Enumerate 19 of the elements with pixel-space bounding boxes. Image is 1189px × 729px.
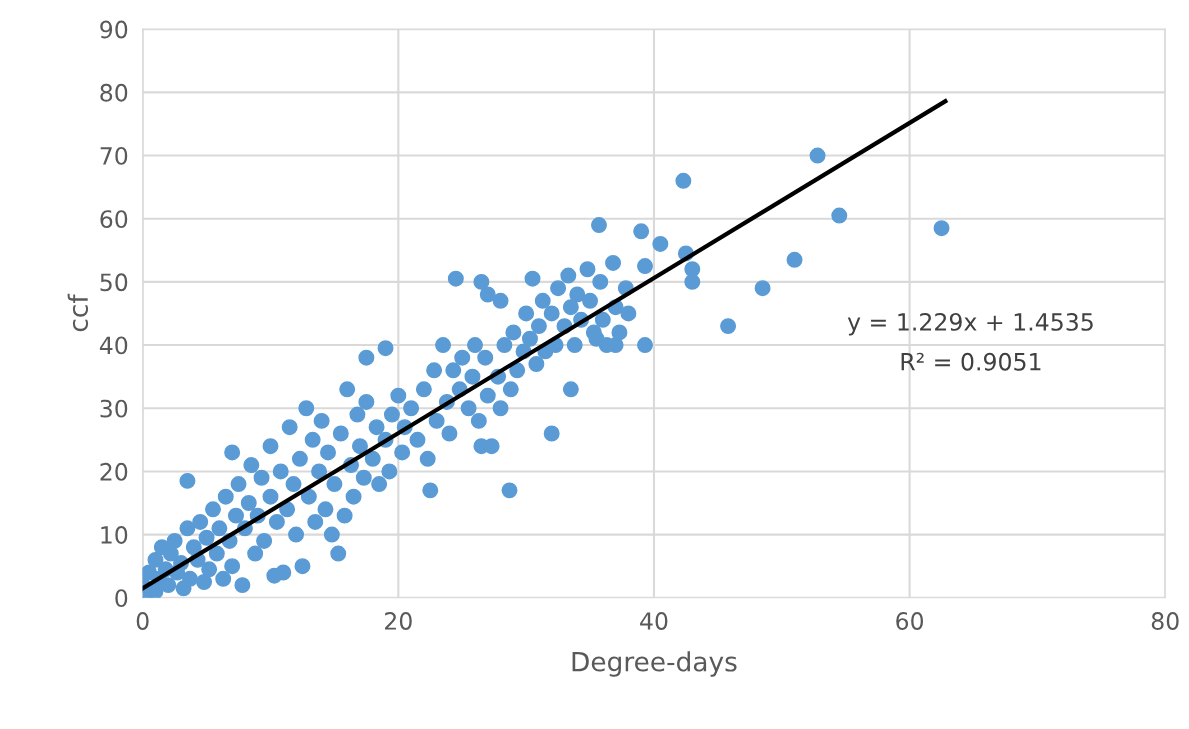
x-tick-label: 40: [640, 612, 668, 630]
annotation: R² = 0.9051: [901, 352, 1041, 371]
y-tick-label: 10: [101, 526, 128, 544]
x-tick-label: 80: [1151, 612, 1179, 630]
x-tick-label: 20: [385, 612, 412, 630]
x-tick-label: 0: [136, 612, 149, 630]
annotation: y = 1.229x + 1.4535: [847, 313, 1093, 336]
y-tick-label: 0: [115, 589, 128, 608]
y-tick-label: 30: [100, 399, 128, 418]
y-tick-label: 50: [100, 273, 128, 292]
y-tick-label: 40: [99, 336, 128, 355]
x-tick-label: 60: [896, 612, 924, 630]
y-tick-label: 20: [100, 462, 128, 481]
x-axis-title: Degree-days: [572, 651, 737, 677]
y-tick-label: 60: [100, 210, 128, 229]
y-tick-label: 80: [100, 83, 128, 102]
y-axis-title: ccf: [67, 293, 89, 332]
y-tick-label: 90: [100, 20, 128, 39]
y-tick-label: 70: [100, 146, 128, 165]
